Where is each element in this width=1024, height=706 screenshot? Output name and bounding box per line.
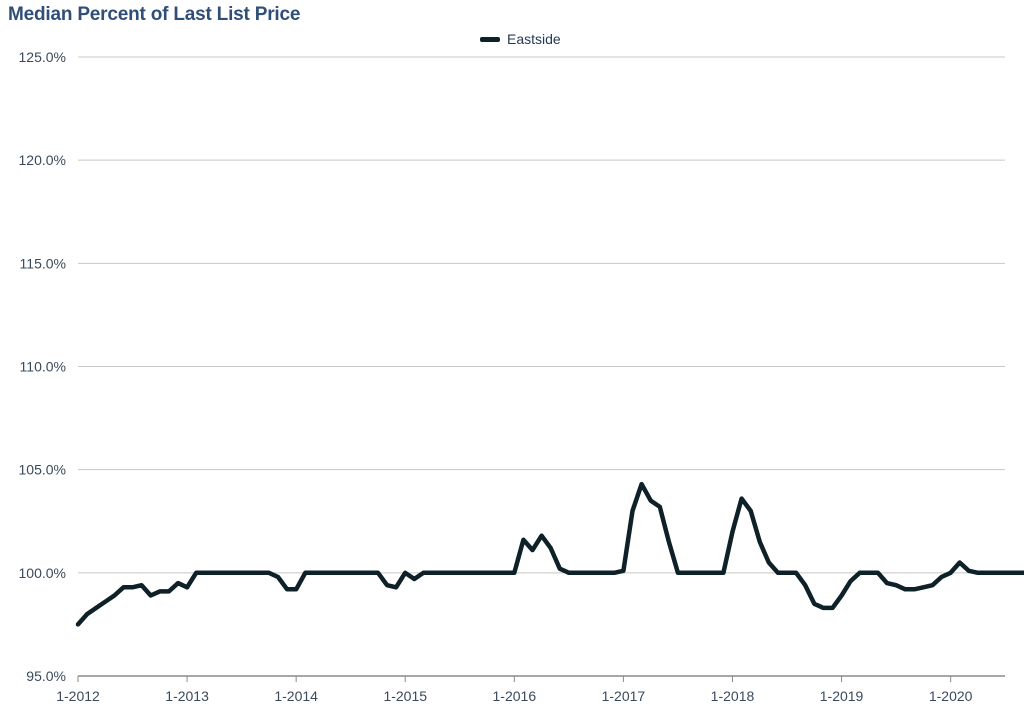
y-tick-label: 115.0%: [20, 255, 66, 271]
x-tick-label: 1-2017: [602, 688, 646, 704]
legend-label-eastside: Eastside: [507, 31, 561, 47]
x-tick-label: 1-2019: [820, 688, 864, 704]
y-axis-ticks: 95.0% 100.0% 105.0% 110.0% 115.0% 120.0% 125.0…: [19, 49, 66, 684]
legend: Eastside: [480, 31, 561, 47]
x-tick-label: 1-2014: [274, 688, 318, 704]
chart-title: Median Percent of Last List Price: [8, 4, 301, 25]
x-axis-ticks: 1-2012 1-2013 1-2014 1-2015 1-2016 1-2017 1-20…: [56, 676, 973, 704]
y-tick-label: 95.0%: [26, 668, 66, 684]
legend-swatch-eastside: [480, 36, 500, 42]
y-tick-label: 100.0%: [19, 565, 66, 581]
series-line-eastside: [75, 481, 1024, 627]
x-tick-label: 1-2020: [929, 688, 973, 704]
y-tick-label: 110.0%: [20, 359, 66, 375]
gridlines: [78, 56, 1005, 677]
series-layer: [75, 481, 1024, 627]
x-tick-label: 1-2012: [56, 688, 100, 704]
y-tick-label: 125.0%: [19, 49, 66, 65]
x-tick-label: 1-2018: [711, 688, 755, 704]
y-tick-label: 105.0%: [19, 462, 66, 478]
x-tick-label: 1-2015: [383, 688, 427, 704]
x-tick-label: 1-2016: [493, 688, 537, 704]
x-tick-label: 1-2013: [165, 688, 209, 704]
y-tick-label: 120.0%: [19, 152, 66, 168]
